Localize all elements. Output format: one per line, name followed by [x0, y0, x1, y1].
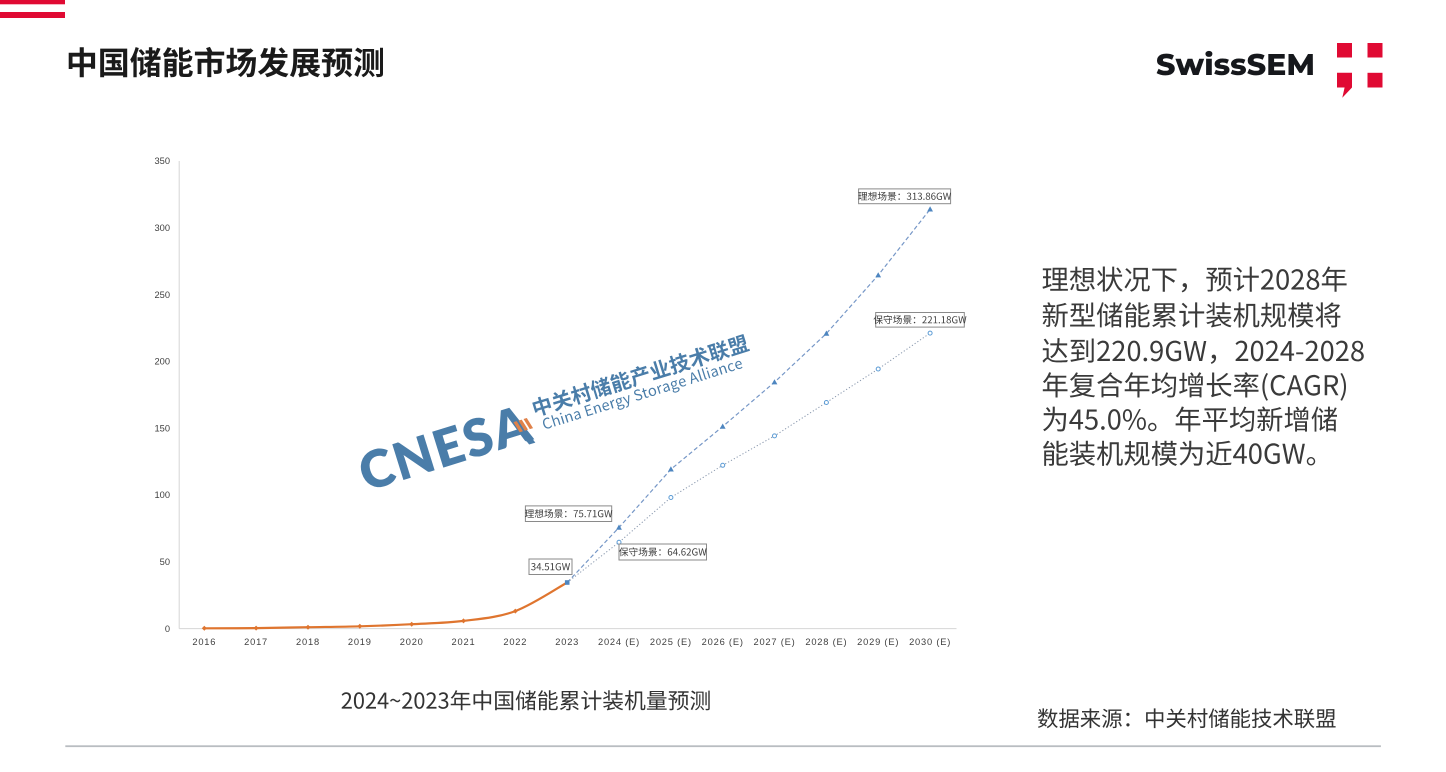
svg-text:350: 350	[154, 156, 170, 166]
svg-text:50: 50	[160, 557, 170, 567]
svg-text:2017: 2017	[244, 637, 268, 647]
svg-text:200: 200	[154, 357, 170, 367]
svg-text:0: 0	[165, 624, 170, 634]
svg-text:2023: 2023	[555, 637, 579, 647]
svg-text:2026 (E): 2026 (E)	[702, 637, 744, 647]
svg-text:2016: 2016	[192, 637, 216, 647]
svg-text:150: 150	[154, 423, 170, 433]
svg-text:2028 (E): 2028 (E)	[805, 637, 847, 647]
svg-text:2018: 2018	[296, 637, 320, 647]
svg-text:2022: 2022	[503, 637, 527, 647]
svg-text:2029 (E): 2029 (E)	[857, 637, 899, 647]
svg-text:2027 (E): 2027 (E)	[753, 637, 795, 647]
svg-text:2021: 2021	[452, 637, 476, 647]
svg-text:100: 100	[154, 490, 170, 500]
svg-text:2020: 2020	[400, 637, 424, 647]
svg-text:300: 300	[154, 223, 170, 233]
svg-text:2025 (E): 2025 (E)	[650, 637, 692, 647]
svg-text:250: 250	[154, 290, 170, 300]
svg-text:2019: 2019	[348, 637, 372, 647]
svg-text:2030 (E): 2030 (E)	[909, 637, 951, 647]
svg-text:2024 (E): 2024 (E)	[598, 637, 640, 647]
